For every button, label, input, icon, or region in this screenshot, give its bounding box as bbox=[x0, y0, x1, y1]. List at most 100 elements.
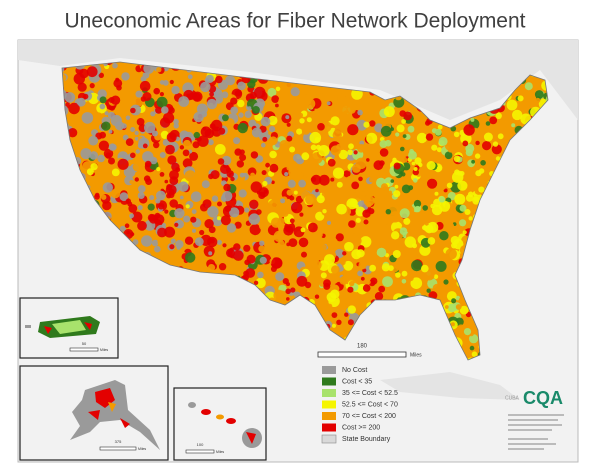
texture bbox=[453, 131, 460, 138]
texture bbox=[81, 112, 94, 124]
texture bbox=[309, 131, 322, 144]
texture bbox=[155, 106, 163, 114]
texture bbox=[161, 106, 169, 114]
texture bbox=[259, 240, 265, 246]
texture bbox=[443, 279, 449, 285]
texture bbox=[453, 214, 459, 219]
texture bbox=[252, 106, 260, 114]
texture bbox=[64, 92, 76, 103]
texture bbox=[139, 80, 151, 92]
texture bbox=[296, 128, 303, 135]
texture bbox=[339, 106, 349, 116]
texture bbox=[318, 145, 330, 157]
texture bbox=[268, 115, 278, 126]
texture bbox=[230, 176, 235, 182]
texture bbox=[124, 90, 131, 97]
texture bbox=[395, 272, 401, 278]
texture bbox=[222, 114, 229, 122]
texture bbox=[470, 117, 475, 122]
texture bbox=[190, 216, 197, 223]
texture bbox=[335, 233, 344, 242]
texture bbox=[165, 144, 175, 155]
texture bbox=[341, 96, 351, 106]
texture bbox=[391, 231, 400, 240]
texture bbox=[303, 172, 309, 178]
texture bbox=[448, 265, 457, 274]
texture bbox=[439, 231, 449, 241]
texture bbox=[192, 228, 196, 233]
texture bbox=[95, 112, 103, 120]
texture bbox=[339, 276, 348, 285]
texture bbox=[206, 98, 218, 110]
texture bbox=[322, 294, 328, 301]
texture bbox=[457, 326, 464, 333]
texture bbox=[378, 285, 386, 293]
texture bbox=[511, 123, 516, 128]
texture bbox=[347, 286, 354, 293]
texture bbox=[211, 195, 219, 202]
texture bbox=[331, 312, 338, 318]
texture bbox=[401, 172, 406, 177]
texture bbox=[444, 140, 456, 151]
texture bbox=[275, 272, 285, 282]
texture bbox=[330, 228, 336, 234]
texture bbox=[474, 153, 481, 159]
texture bbox=[280, 124, 288, 132]
texture bbox=[359, 184, 368, 192]
texture bbox=[225, 118, 235, 128]
texture bbox=[169, 79, 174, 85]
texture bbox=[178, 96, 190, 107]
texture bbox=[411, 260, 423, 272]
texture bbox=[434, 244, 441, 251]
texture bbox=[411, 161, 416, 166]
texture bbox=[131, 211, 143, 223]
legend: No Cost Cost < 35 35 <= Cost < 52.5 52.5 <=… bbox=[321, 366, 398, 444]
texture bbox=[348, 220, 356, 228]
texture bbox=[185, 252, 196, 263]
texture bbox=[535, 97, 541, 103]
texture bbox=[183, 139, 191, 148]
texture bbox=[269, 235, 273, 240]
texture bbox=[271, 180, 275, 185]
texture bbox=[472, 196, 480, 205]
texture bbox=[83, 93, 89, 100]
texture bbox=[363, 219, 369, 225]
texture bbox=[459, 171, 465, 176]
texture bbox=[436, 165, 442, 171]
texture bbox=[243, 270, 250, 277]
texture bbox=[108, 143, 117, 151]
inset-scale-value: 100 bbox=[197, 442, 204, 447]
texture bbox=[101, 121, 111, 131]
texture bbox=[226, 223, 237, 233]
texture bbox=[299, 212, 304, 217]
texture bbox=[247, 106, 252, 111]
texture bbox=[141, 235, 153, 247]
texture bbox=[132, 162, 142, 172]
texture bbox=[267, 87, 277, 97]
texture bbox=[480, 160, 486, 166]
texture bbox=[275, 103, 279, 108]
texture bbox=[431, 204, 443, 216]
texture bbox=[208, 173, 214, 180]
texture bbox=[258, 245, 266, 253]
texture bbox=[428, 169, 438, 179]
texture bbox=[318, 174, 330, 186]
texture bbox=[174, 222, 179, 227]
texture bbox=[144, 160, 152, 168]
texture bbox=[317, 232, 323, 238]
texture bbox=[446, 182, 453, 189]
texture bbox=[290, 87, 300, 97]
texture bbox=[216, 245, 221, 251]
texture bbox=[307, 183, 316, 191]
texture bbox=[285, 115, 290, 120]
texture bbox=[145, 178, 153, 186]
texture bbox=[436, 293, 443, 300]
texture bbox=[361, 131, 366, 136]
texture bbox=[459, 219, 467, 227]
texture bbox=[425, 133, 434, 141]
texture bbox=[455, 304, 462, 310]
texture bbox=[401, 270, 408, 277]
texture bbox=[271, 95, 280, 103]
texture bbox=[136, 118, 145, 126]
texture bbox=[270, 266, 277, 272]
